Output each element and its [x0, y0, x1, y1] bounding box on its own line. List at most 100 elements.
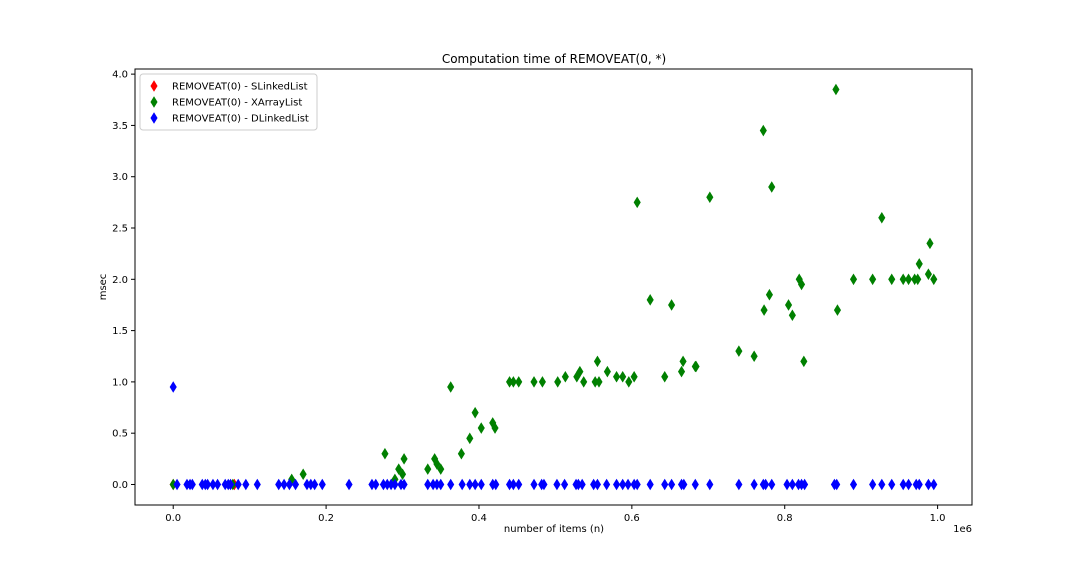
- data-point: [869, 273, 877, 286]
- x-tick-label: 0.8: [777, 513, 793, 524]
- legend-box: [139, 73, 318, 131]
- data-point: [492, 478, 500, 491]
- data-point: [285, 478, 293, 491]
- data-point: [613, 370, 621, 383]
- data-point: [576, 365, 584, 378]
- data-point: [553, 478, 561, 491]
- y-tick-label: 1.0: [112, 377, 128, 388]
- legend[interactable]: REMOVEAT(0) - SLinkedList REMOVEAT(0) - X…: [139, 73, 318, 131]
- data-point: [509, 478, 517, 491]
- data-point: [345, 478, 353, 491]
- y-tick-label: 3.0: [112, 172, 128, 183]
- data-point: [509, 376, 517, 388]
- data-point: [833, 304, 842, 316]
- data-point: [899, 273, 907, 286]
- legend-label: REMOVEAT(0) - SLinkedList: [172, 82, 308, 93]
- data-point: [437, 478, 445, 491]
- data-point: [477, 478, 485, 491]
- x-axis-label: number of items (n): [504, 524, 604, 535]
- data-point: [646, 478, 654, 491]
- data-point: [437, 463, 445, 475]
- legend-label: REMOVEAT(0) - XArrayList: [172, 98, 302, 109]
- data-point: [471, 478, 479, 491]
- data-point: [169, 381, 177, 393]
- data-point: [253, 478, 261, 491]
- data-point: [680, 478, 688, 491]
- data-point: [561, 370, 569, 383]
- data-point: [395, 463, 403, 475]
- data-point: [735, 478, 743, 491]
- data-point: [530, 478, 538, 491]
- y-tick-label: 4.0: [112, 70, 128, 81]
- y-axis-label: msec: [98, 274, 109, 301]
- data-point: [204, 478, 212, 491]
- data-point: [515, 478, 523, 491]
- y-tick-label: 2.0: [112, 275, 128, 286]
- plot-frame: [134, 68, 973, 506]
- data-point: [242, 478, 250, 491]
- data-point: [433, 458, 441, 470]
- legend-marker: [150, 112, 158, 124]
- data-point: [914, 273, 922, 286]
- data-point: [173, 478, 181, 491]
- data-point: [888, 478, 896, 491]
- data-point: [188, 478, 196, 491]
- legend-marker: [150, 96, 158, 108]
- data-point: [760, 304, 768, 316]
- y-tick-label: 1.5: [112, 326, 128, 337]
- data-point: [447, 478, 455, 491]
- data-point: [768, 181, 776, 193]
- data-point: [491, 422, 499, 434]
- data-point: [668, 299, 676, 311]
- data-point: [750, 350, 758, 363]
- x-axis: 0.0 0.2 0.4 0.6 0.8 1.0: [165, 505, 946, 524]
- data-point: [275, 478, 283, 491]
- y-tick-label: 0.0: [112, 480, 128, 491]
- data-point: [915, 478, 923, 491]
- y-tick-label: 0.5: [112, 429, 128, 440]
- data-point: [765, 288, 773, 301]
- x-axis-offset-text: 1e6: [953, 524, 972, 535]
- data-point: [926, 237, 934, 250]
- data-point: [318, 478, 326, 491]
- data-point: [291, 478, 300, 491]
- data-point: [888, 273, 896, 286]
- data-point: [849, 478, 858, 491]
- data-point: [677, 365, 686, 378]
- data-point: [603, 365, 611, 378]
- data-point: [924, 478, 932, 491]
- x-tick-label: 0.4: [471, 513, 487, 524]
- data-point: [768, 478, 776, 491]
- data-point: [457, 447, 465, 460]
- data-point: [619, 478, 627, 491]
- data-point: [788, 478, 796, 491]
- data-point: [788, 309, 796, 321]
- data-point: [372, 478, 380, 491]
- legend-label: REMOVEAT(0) - DLinkedList: [172, 114, 309, 125]
- data-point: [930, 478, 938, 491]
- data-point: [849, 273, 858, 286]
- data-point: [595, 376, 603, 388]
- data-point: [706, 191, 714, 204]
- data-point: [783, 478, 791, 491]
- data-point: [530, 376, 538, 388]
- data-point: [515, 376, 523, 388]
- data-point: [234, 478, 242, 491]
- data-point: [706, 478, 714, 491]
- data-point: [691, 478, 699, 491]
- data-point: [899, 478, 907, 491]
- data-point: [801, 478, 809, 491]
- y-tick-label: 2.5: [112, 224, 128, 235]
- data-point: [735, 345, 743, 357]
- data-point: [466, 432, 474, 445]
- data-point: [668, 478, 676, 491]
- y-axis: 0.0 0.5 1.0 1.5 2.0 2.5 3.0 3.5 4.0: [112, 70, 135, 491]
- data-point: [398, 468, 407, 480]
- data-point: [833, 478, 841, 491]
- data-point: [580, 376, 588, 388]
- series-2: [169, 381, 938, 491]
- data-point: [869, 478, 877, 491]
- data-point: [424, 463, 432, 475]
- data-point: [280, 478, 288, 491]
- data-point: [299, 468, 307, 480]
